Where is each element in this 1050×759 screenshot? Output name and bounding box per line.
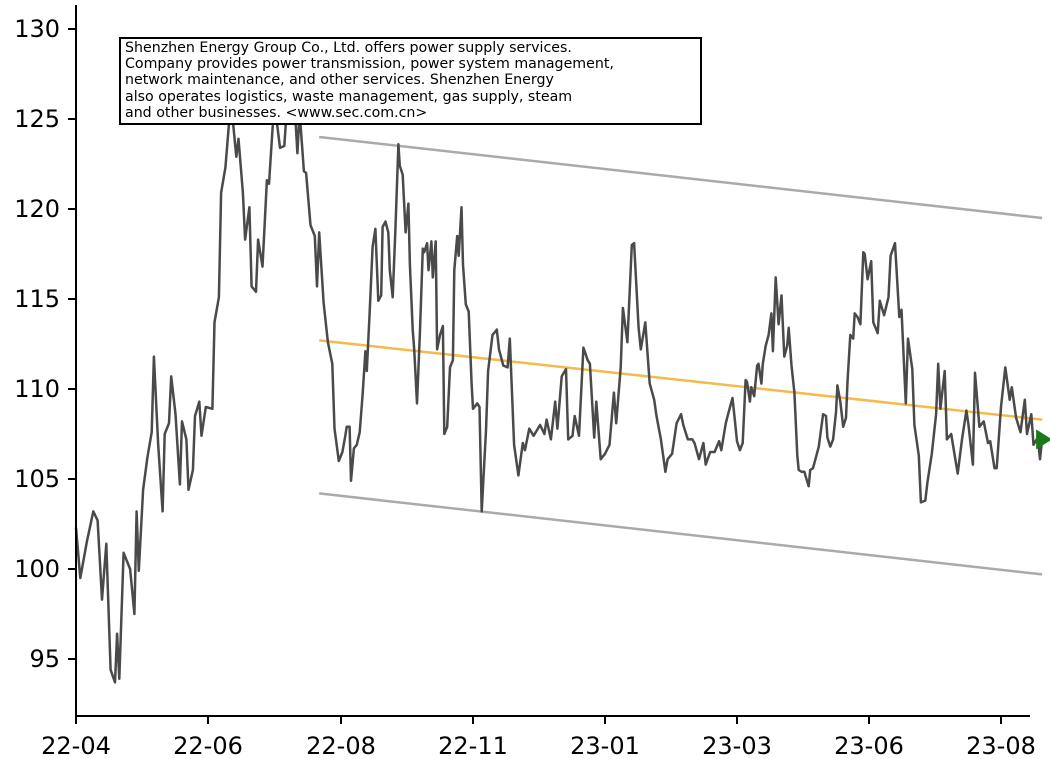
x-tick-label: 22-11	[438, 732, 508, 759]
upper-channel-line	[319, 135, 1043, 220]
last-price-marker-group	[1036, 429, 1050, 450]
channel-lines	[319, 135, 1043, 576]
company-description-box: Shenzhen Energy Group Co., Ltd. offers p…	[119, 37, 702, 125]
price-line	[74, 110, 1044, 684]
x-tick-label: 23-03	[702, 732, 772, 759]
x-tick-label: 22-08	[306, 732, 376, 759]
x-tick-label: 23-06	[834, 732, 904, 759]
lower-channel-line	[319, 492, 1043, 576]
x-tick-label: 22-04	[41, 732, 111, 759]
price-series	[74, 110, 1044, 684]
description-line: Shenzhen Energy Group Co., Ltd. offers p…	[125, 40, 572, 56]
trend-line	[319, 339, 1043, 421]
y-tick-label: 130	[14, 15, 60, 43]
y-tick-label: 95	[29, 645, 60, 673]
axes	[75, 5, 1030, 717]
y-tick-label: 120	[14, 195, 60, 223]
description-line: network maintenance, and other services.…	[125, 72, 554, 89]
y-tick-label: 125	[14, 105, 60, 133]
x-tick-label: 23-08	[966, 732, 1036, 759]
y-axis-ticks: 95 100 105 110 115 120 125 130	[14, 15, 76, 673]
description-line: also operates logistics, waste managemen…	[125, 88, 573, 105]
y-tick-label: 115	[14, 285, 60, 313]
y-tick-label: 100	[14, 555, 60, 583]
description-line: Company provides power transmission, pow…	[125, 56, 614, 73]
x-axis-ticks: 22-04 22-06 22-08 22-11 23-01 23-03 23-06 23-08	[41, 716, 1036, 759]
description-line: and other businesses. <www.sec.com.cn>	[125, 104, 428, 121]
y-tick-label: 110	[14, 375, 60, 403]
last-price-marker	[1036, 429, 1050, 450]
x-tick-label: 23-01	[570, 732, 640, 759]
y-tick-label: 105	[14, 465, 60, 493]
x-tick-label: 22-06	[173, 732, 243, 759]
